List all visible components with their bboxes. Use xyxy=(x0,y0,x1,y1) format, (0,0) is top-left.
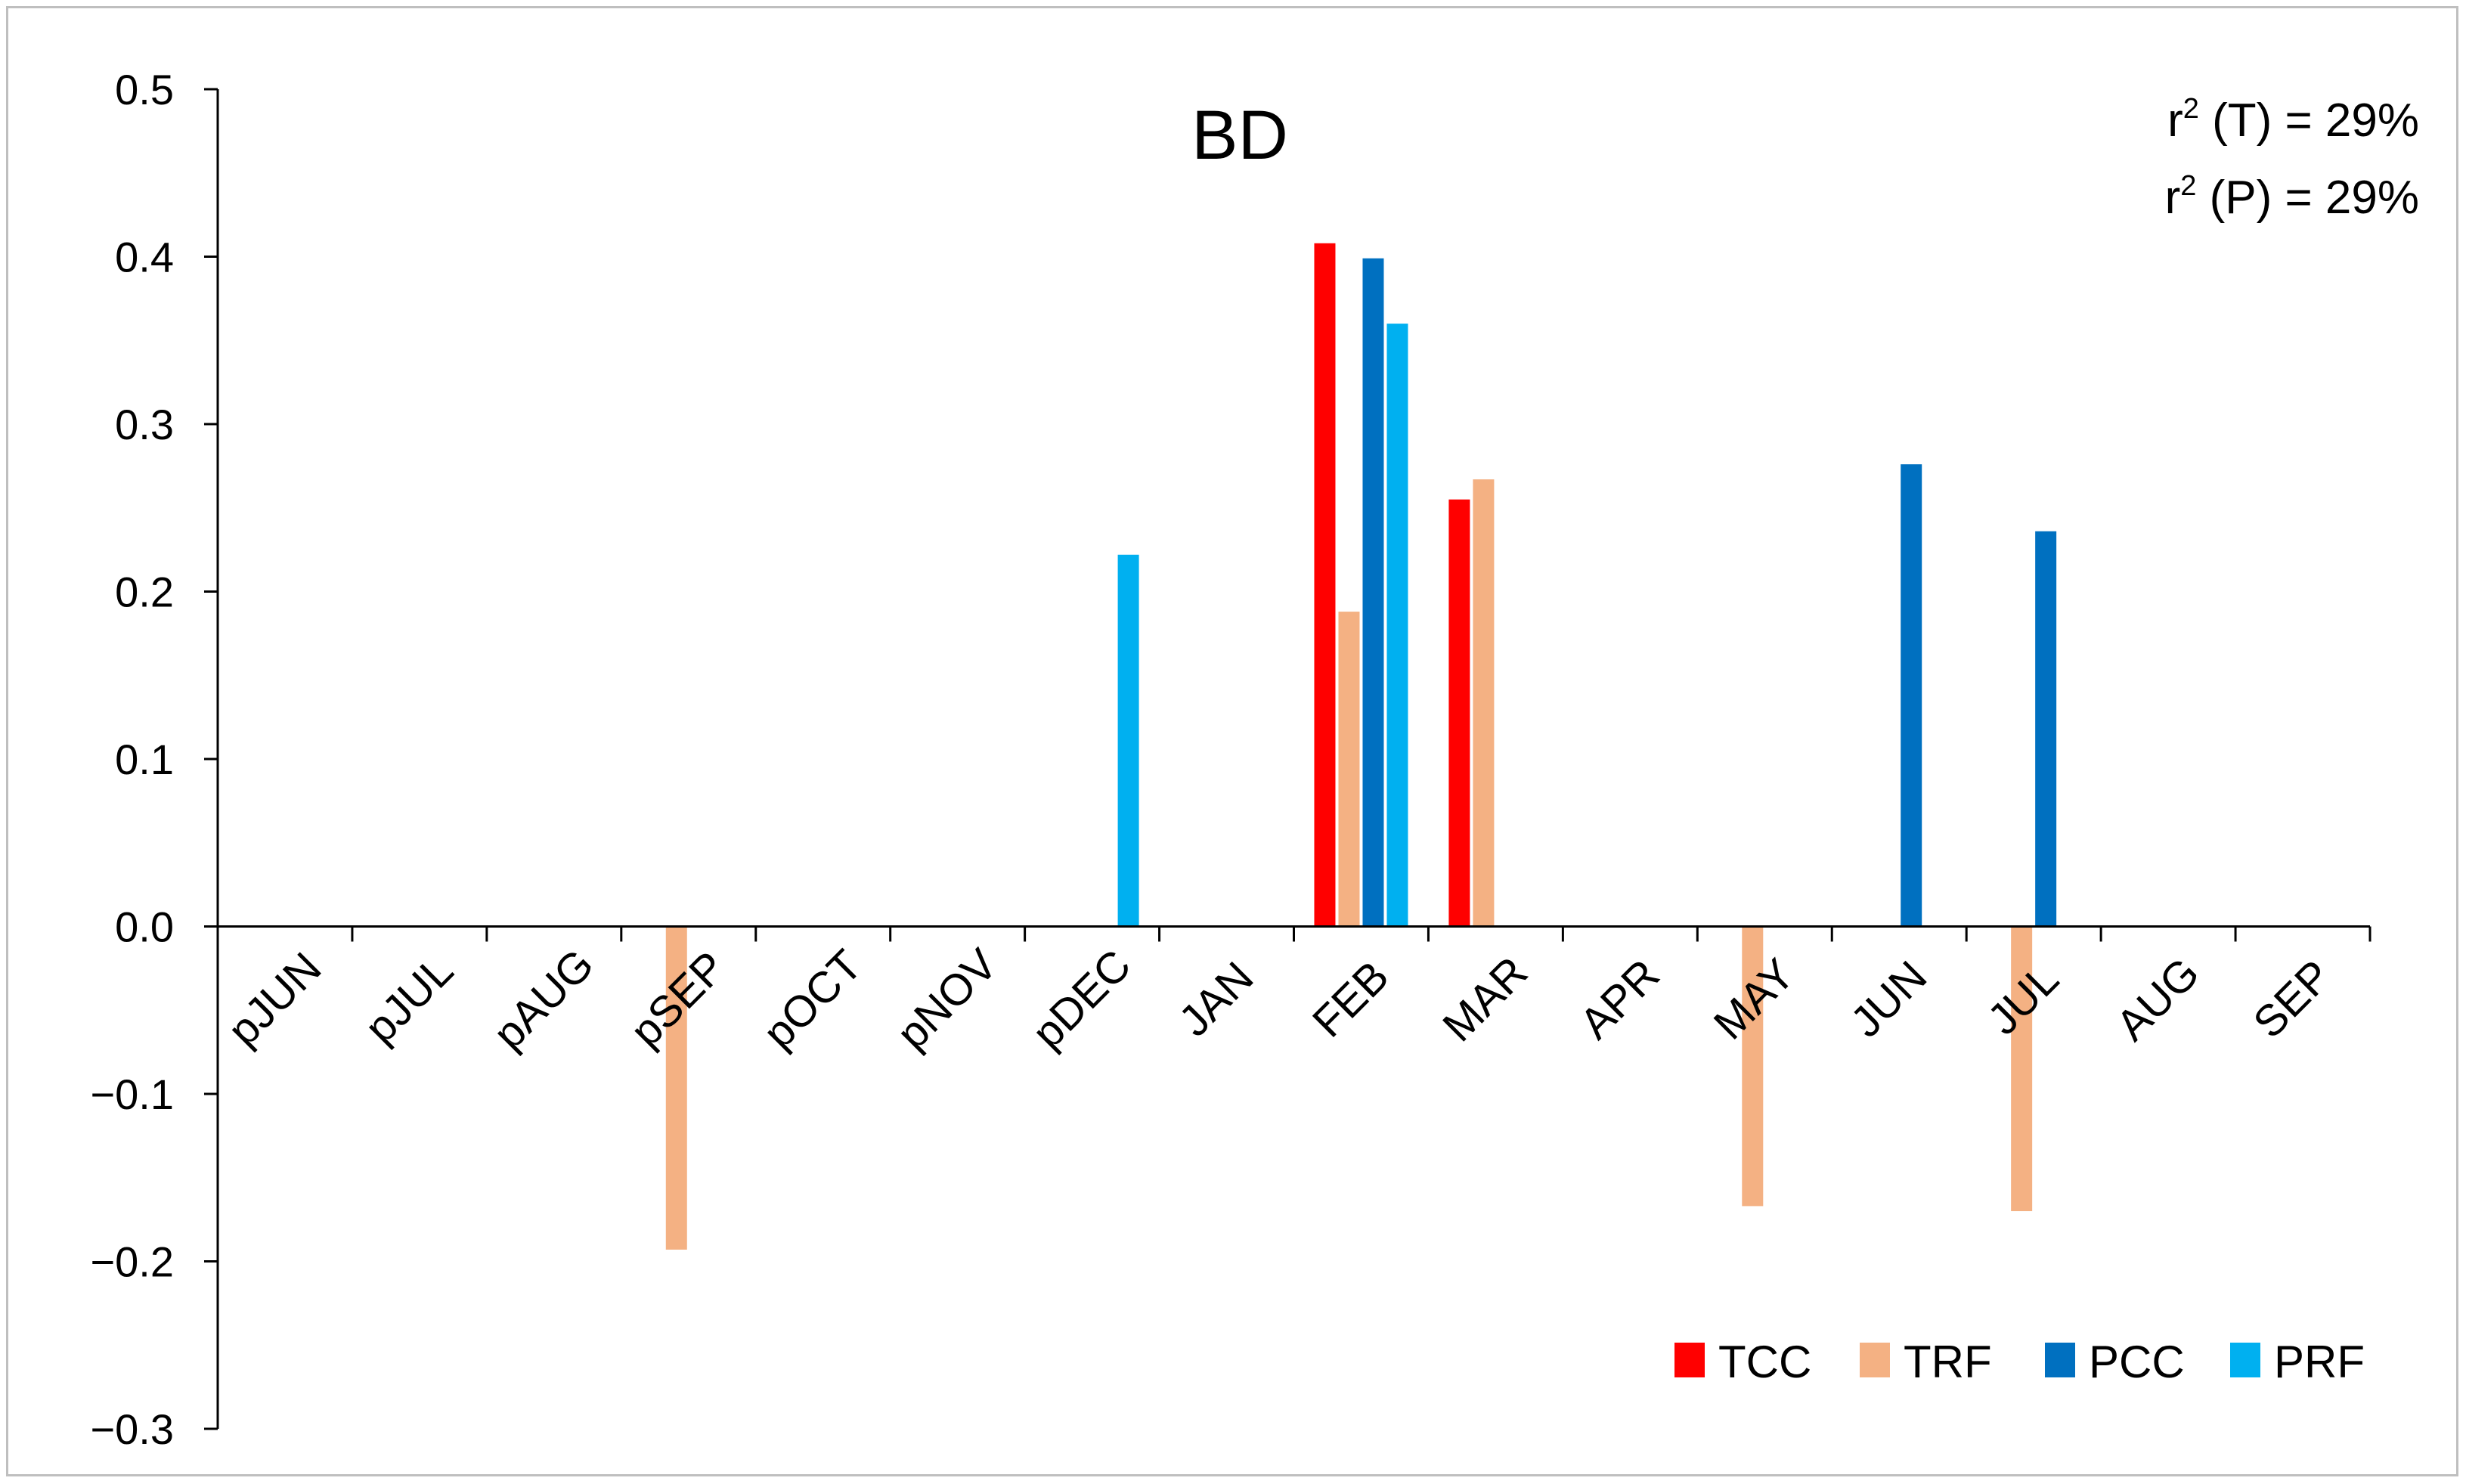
bar-tcc-mar xyxy=(1448,499,1470,927)
r2-precipitation-annotation: r2 (P) = 29% xyxy=(2165,170,2419,224)
r2-precipitation-sup: 2 xyxy=(2180,170,2196,202)
bars xyxy=(665,243,2057,1250)
y-tick-label: 0.4 xyxy=(115,234,174,281)
x-category-label: JAN xyxy=(1169,953,1262,1046)
y-tick-label: 0.0 xyxy=(115,903,174,951)
bar-prf-feb xyxy=(1386,324,1408,927)
x-category-label: MAR xyxy=(1433,947,1537,1051)
r2-temperature-sup: 2 xyxy=(2183,93,2199,125)
legend-label-pcc: PCC xyxy=(2089,1337,2185,1387)
bar-trf-feb xyxy=(1338,612,1360,927)
bar-trf-may xyxy=(1742,926,1764,1207)
x-category-label: JUN xyxy=(1842,952,1937,1047)
x-category-label: JUL xyxy=(1978,954,2068,1044)
x-category-label: AUG xyxy=(2107,948,2209,1050)
y-tick-label: 0.3 xyxy=(115,401,174,448)
legend: TCC TRF PCC PRF xyxy=(1674,1337,2365,1387)
bar-trf-mar xyxy=(1473,479,1495,927)
chart-title: BD xyxy=(1191,97,1288,174)
y-axis-tick-labels: −0.3 −0.2 −0.1 0.0 0.1 0.2 0.3 0.4 0.5 xyxy=(90,66,174,1453)
bar-prf-pdec xyxy=(1117,554,1139,927)
legend-label-trf: TRF xyxy=(1904,1337,1992,1387)
bar-trf-psep xyxy=(665,926,687,1250)
x-category-label: pAUG xyxy=(484,940,603,1059)
r2-temperature-text: (T) = 29% xyxy=(2199,94,2419,147)
y-tick-label: 0.1 xyxy=(115,736,174,783)
y-tick-label: 0.5 xyxy=(115,66,174,113)
y-tick-label: −0.3 xyxy=(90,1405,174,1453)
legend-swatch-prf xyxy=(2230,1343,2260,1377)
y-tick-label: 0.2 xyxy=(115,569,174,616)
bar-pcc-jun xyxy=(1901,464,1922,927)
r2-precipitation-prefix: r xyxy=(2165,172,2181,224)
axes xyxy=(204,88,2372,1430)
x-category-label: FEB xyxy=(1303,952,1399,1047)
x-category-label: pOCT xyxy=(754,940,871,1058)
bar-pcc-feb xyxy=(1362,258,1384,927)
r2-precipitation-text: (P) = 29% xyxy=(2196,172,2419,224)
x-category-label: pNOV xyxy=(888,940,1007,1059)
x-category-label: pDEC xyxy=(1023,940,1140,1058)
y-tick-label: −0.2 xyxy=(90,1238,174,1286)
bar-pcc-jul xyxy=(2035,531,2057,927)
legend-swatch-tcc xyxy=(1674,1343,1705,1377)
r2-temperature-annotation: r2 (T) = 29% xyxy=(2167,93,2419,147)
x-category-label: pJUL xyxy=(355,946,463,1053)
legend-label-prf: PRF xyxy=(2274,1337,2365,1387)
bar-trf-jul xyxy=(2011,926,2033,1212)
y-tick-label: −0.1 xyxy=(90,1070,174,1118)
x-category-label: APR xyxy=(1570,950,1668,1049)
legend-swatch-trf xyxy=(1860,1343,1890,1377)
x-category-label: pJUN xyxy=(218,943,331,1055)
bar-tcc-feb xyxy=(1314,243,1336,927)
r2-temperature-prefix: r xyxy=(2167,94,2183,147)
legend-label-tcc: TCC xyxy=(1718,1337,1811,1387)
x-category-label: SEP xyxy=(2244,951,2341,1048)
legend-swatch-pcc xyxy=(2045,1343,2075,1377)
